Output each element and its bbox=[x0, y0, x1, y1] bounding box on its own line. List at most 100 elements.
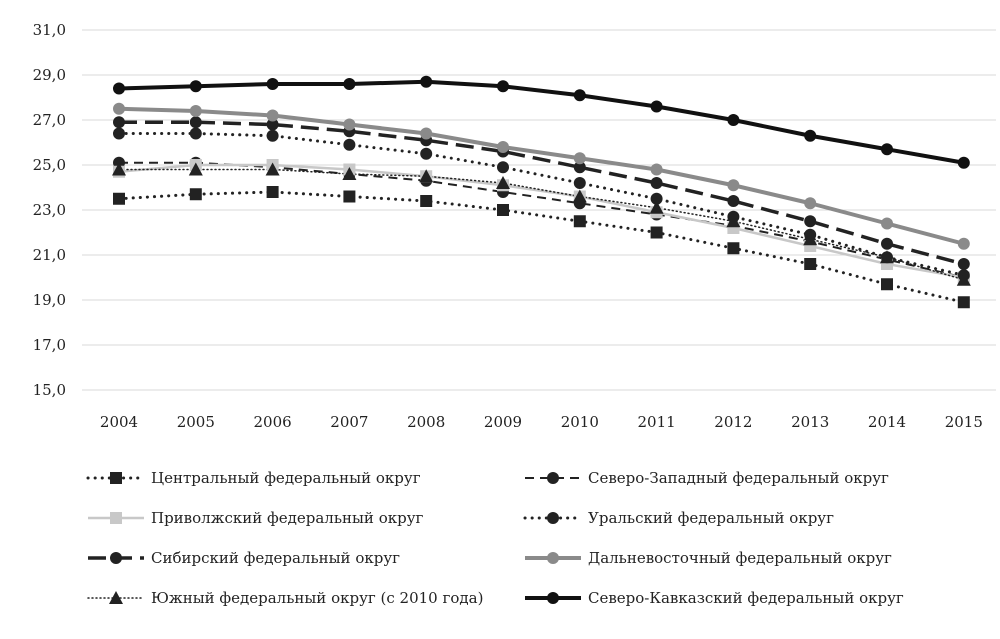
data-point bbox=[881, 237, 893, 250]
x-tick-label: 2010 bbox=[561, 413, 599, 431]
legend-item: Северо-Западный федеральный округ bbox=[525, 469, 889, 487]
data-point bbox=[497, 161, 509, 174]
data-point bbox=[881, 217, 893, 230]
data-point bbox=[113, 127, 125, 140]
data-point bbox=[957, 258, 970, 270]
data-point bbox=[189, 105, 202, 117]
data-point bbox=[266, 129, 279, 142]
x-tick-label: 2014 bbox=[868, 413, 906, 431]
series-line bbox=[119, 120, 965, 266]
legend-item: Сибирский федеральный округ bbox=[88, 549, 400, 567]
legend-item: Дальневосточный федеральный округ bbox=[525, 549, 892, 567]
data-point bbox=[343, 190, 356, 203]
x-tick-label: 2004 bbox=[100, 413, 138, 431]
series-markers bbox=[112, 75, 971, 309]
legend-swatch-marker bbox=[547, 552, 559, 564]
y-tick-label: 15,0 bbox=[33, 381, 66, 399]
data-point bbox=[265, 162, 280, 176]
legend-label: Сибирский федеральный округ bbox=[151, 549, 400, 567]
data-point bbox=[113, 102, 125, 115]
legend-item: Южный федеральный округ (с 2010 года) bbox=[87, 589, 483, 607]
y-tick-label: 29,0 bbox=[33, 66, 66, 84]
legend-item: Центральный федеральный округ bbox=[86, 469, 421, 487]
series-line bbox=[118, 163, 965, 279]
data-point bbox=[804, 197, 817, 210]
series-line bbox=[117, 190, 966, 304]
data-point bbox=[650, 192, 663, 205]
legend-label: Центральный федеральный округ bbox=[151, 469, 421, 487]
data-point bbox=[804, 258, 817, 270]
data-point bbox=[113, 192, 125, 205]
data-point bbox=[497, 80, 509, 93]
series-lines bbox=[117, 79, 966, 304]
legend-label: Уральский федеральный округ bbox=[588, 509, 834, 527]
legend-swatch-marker bbox=[547, 592, 559, 604]
data-point bbox=[189, 80, 202, 93]
data-point bbox=[420, 75, 433, 88]
legend-swatch-marker bbox=[109, 591, 123, 604]
data-point bbox=[650, 100, 663, 113]
data-point bbox=[189, 127, 202, 140]
data-point bbox=[113, 116, 125, 129]
data-point bbox=[649, 200, 664, 214]
data-point bbox=[189, 188, 202, 201]
legend-item: Приволжский федеральный округ bbox=[88, 509, 424, 527]
legend: Центральный федеральный округ Северо-Запа… bbox=[86, 469, 904, 607]
legend-swatch-marker bbox=[110, 472, 122, 484]
x-tick-label: 2011 bbox=[638, 413, 676, 431]
series-line bbox=[118, 106, 965, 246]
data-point bbox=[726, 214, 741, 228]
data-point bbox=[957, 156, 970, 169]
series-line bbox=[117, 132, 966, 277]
data-point bbox=[727, 195, 740, 207]
data-point bbox=[342, 167, 357, 180]
legend-item: Уральский федеральный округ bbox=[523, 509, 834, 527]
y-tick-label: 27,0 bbox=[33, 111, 66, 129]
x-tick-label: 2015 bbox=[945, 413, 983, 431]
y-axis-ticks: 15,0 17,0 19,0 21,0 23,0 25,0 27,0 29,0 31,0 bbox=[33, 21, 66, 399]
x-tick-label: 2009 bbox=[484, 413, 522, 431]
y-tick-label: 25,0 bbox=[33, 156, 66, 174]
y-tick-label: 21,0 bbox=[33, 246, 66, 264]
data-point bbox=[727, 114, 740, 126]
legend-swatch-marker bbox=[547, 512, 559, 524]
data-point bbox=[419, 169, 434, 183]
data-point bbox=[572, 189, 587, 203]
data-point bbox=[266, 78, 279, 90]
data-point bbox=[573, 89, 586, 102]
legend-label: Северо-Западный федеральный округ bbox=[588, 469, 889, 487]
data-point bbox=[343, 78, 356, 90]
data-point bbox=[266, 109, 279, 122]
data-point bbox=[189, 116, 202, 129]
data-point bbox=[881, 278, 893, 291]
data-point bbox=[113, 82, 125, 95]
data-point bbox=[803, 232, 818, 246]
data-point bbox=[573, 215, 586, 228]
data-point bbox=[497, 204, 509, 216]
data-point bbox=[881, 143, 893, 156]
data-point bbox=[188, 162, 203, 176]
series-line bbox=[118, 168, 965, 281]
data-point bbox=[650, 226, 663, 239]
data-point bbox=[497, 141, 509, 153]
data-point bbox=[266, 118, 279, 131]
data-point bbox=[650, 177, 663, 189]
data-point bbox=[957, 237, 970, 250]
y-tick-label: 19,0 bbox=[33, 291, 66, 309]
legend-item: Северо-Кавказский федеральный округ bbox=[525, 589, 904, 607]
data-point bbox=[880, 250, 894, 264]
legend-swatch-marker bbox=[110, 552, 122, 564]
data-point bbox=[112, 162, 126, 176]
data-point bbox=[804, 129, 817, 142]
legend-swatch-marker bbox=[110, 512, 122, 524]
data-point bbox=[573, 152, 586, 165]
legend-label: Южный федеральный округ (с 2010 года) bbox=[151, 589, 483, 607]
x-tick-label: 2013 bbox=[791, 413, 829, 431]
data-point bbox=[650, 163, 663, 176]
data-point bbox=[573, 161, 586, 174]
x-axis-ticks: 2004 2005 2006 2007 2008 2009 2010 2011 2012 2013… bbox=[100, 413, 983, 431]
data-point bbox=[343, 138, 356, 151]
data-point bbox=[343, 118, 356, 131]
x-tick-label: 2006 bbox=[254, 413, 292, 431]
